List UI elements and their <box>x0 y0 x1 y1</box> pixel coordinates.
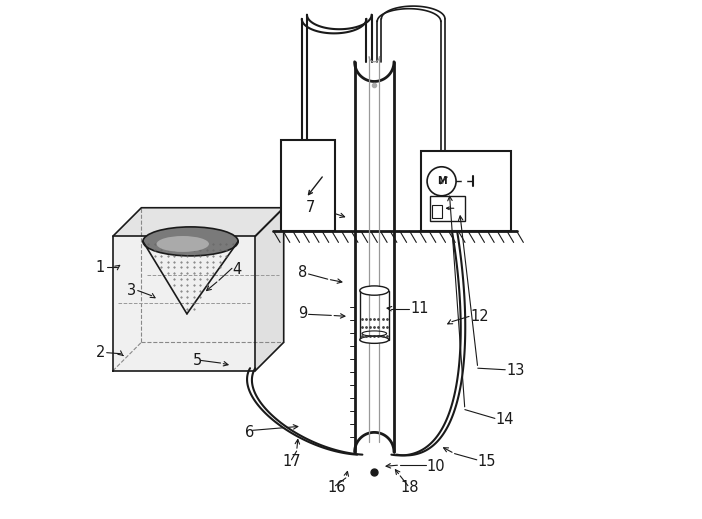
Bar <box>432 204 442 217</box>
Text: 8: 8 <box>298 265 307 280</box>
Text: 17: 17 <box>283 454 301 469</box>
Text: 14: 14 <box>496 413 515 428</box>
Text: M: M <box>437 176 446 186</box>
Text: 2: 2 <box>95 345 105 360</box>
Text: 15: 15 <box>478 454 496 469</box>
Text: 13: 13 <box>506 363 524 378</box>
Ellipse shape <box>143 227 238 256</box>
Text: 16: 16 <box>328 480 346 495</box>
Text: 6: 6 <box>245 426 254 441</box>
Text: 3: 3 <box>127 283 136 298</box>
Bar <box>281 141 336 231</box>
Text: 7: 7 <box>305 200 314 215</box>
Ellipse shape <box>360 336 389 344</box>
Text: 1: 1 <box>96 260 105 275</box>
Polygon shape <box>256 208 284 371</box>
Circle shape <box>427 167 456 196</box>
Text: 4: 4 <box>232 262 241 277</box>
Bar <box>430 196 465 221</box>
Ellipse shape <box>157 236 209 252</box>
Text: 11: 11 <box>411 301 429 316</box>
Text: 18: 18 <box>400 480 418 495</box>
Polygon shape <box>113 236 256 371</box>
Bar <box>421 151 512 231</box>
Text: 10: 10 <box>426 459 444 474</box>
Ellipse shape <box>360 286 389 295</box>
Text: 12: 12 <box>470 309 489 324</box>
Text: 5: 5 <box>193 353 202 368</box>
Text: 9: 9 <box>298 306 307 321</box>
Polygon shape <box>113 208 284 236</box>
